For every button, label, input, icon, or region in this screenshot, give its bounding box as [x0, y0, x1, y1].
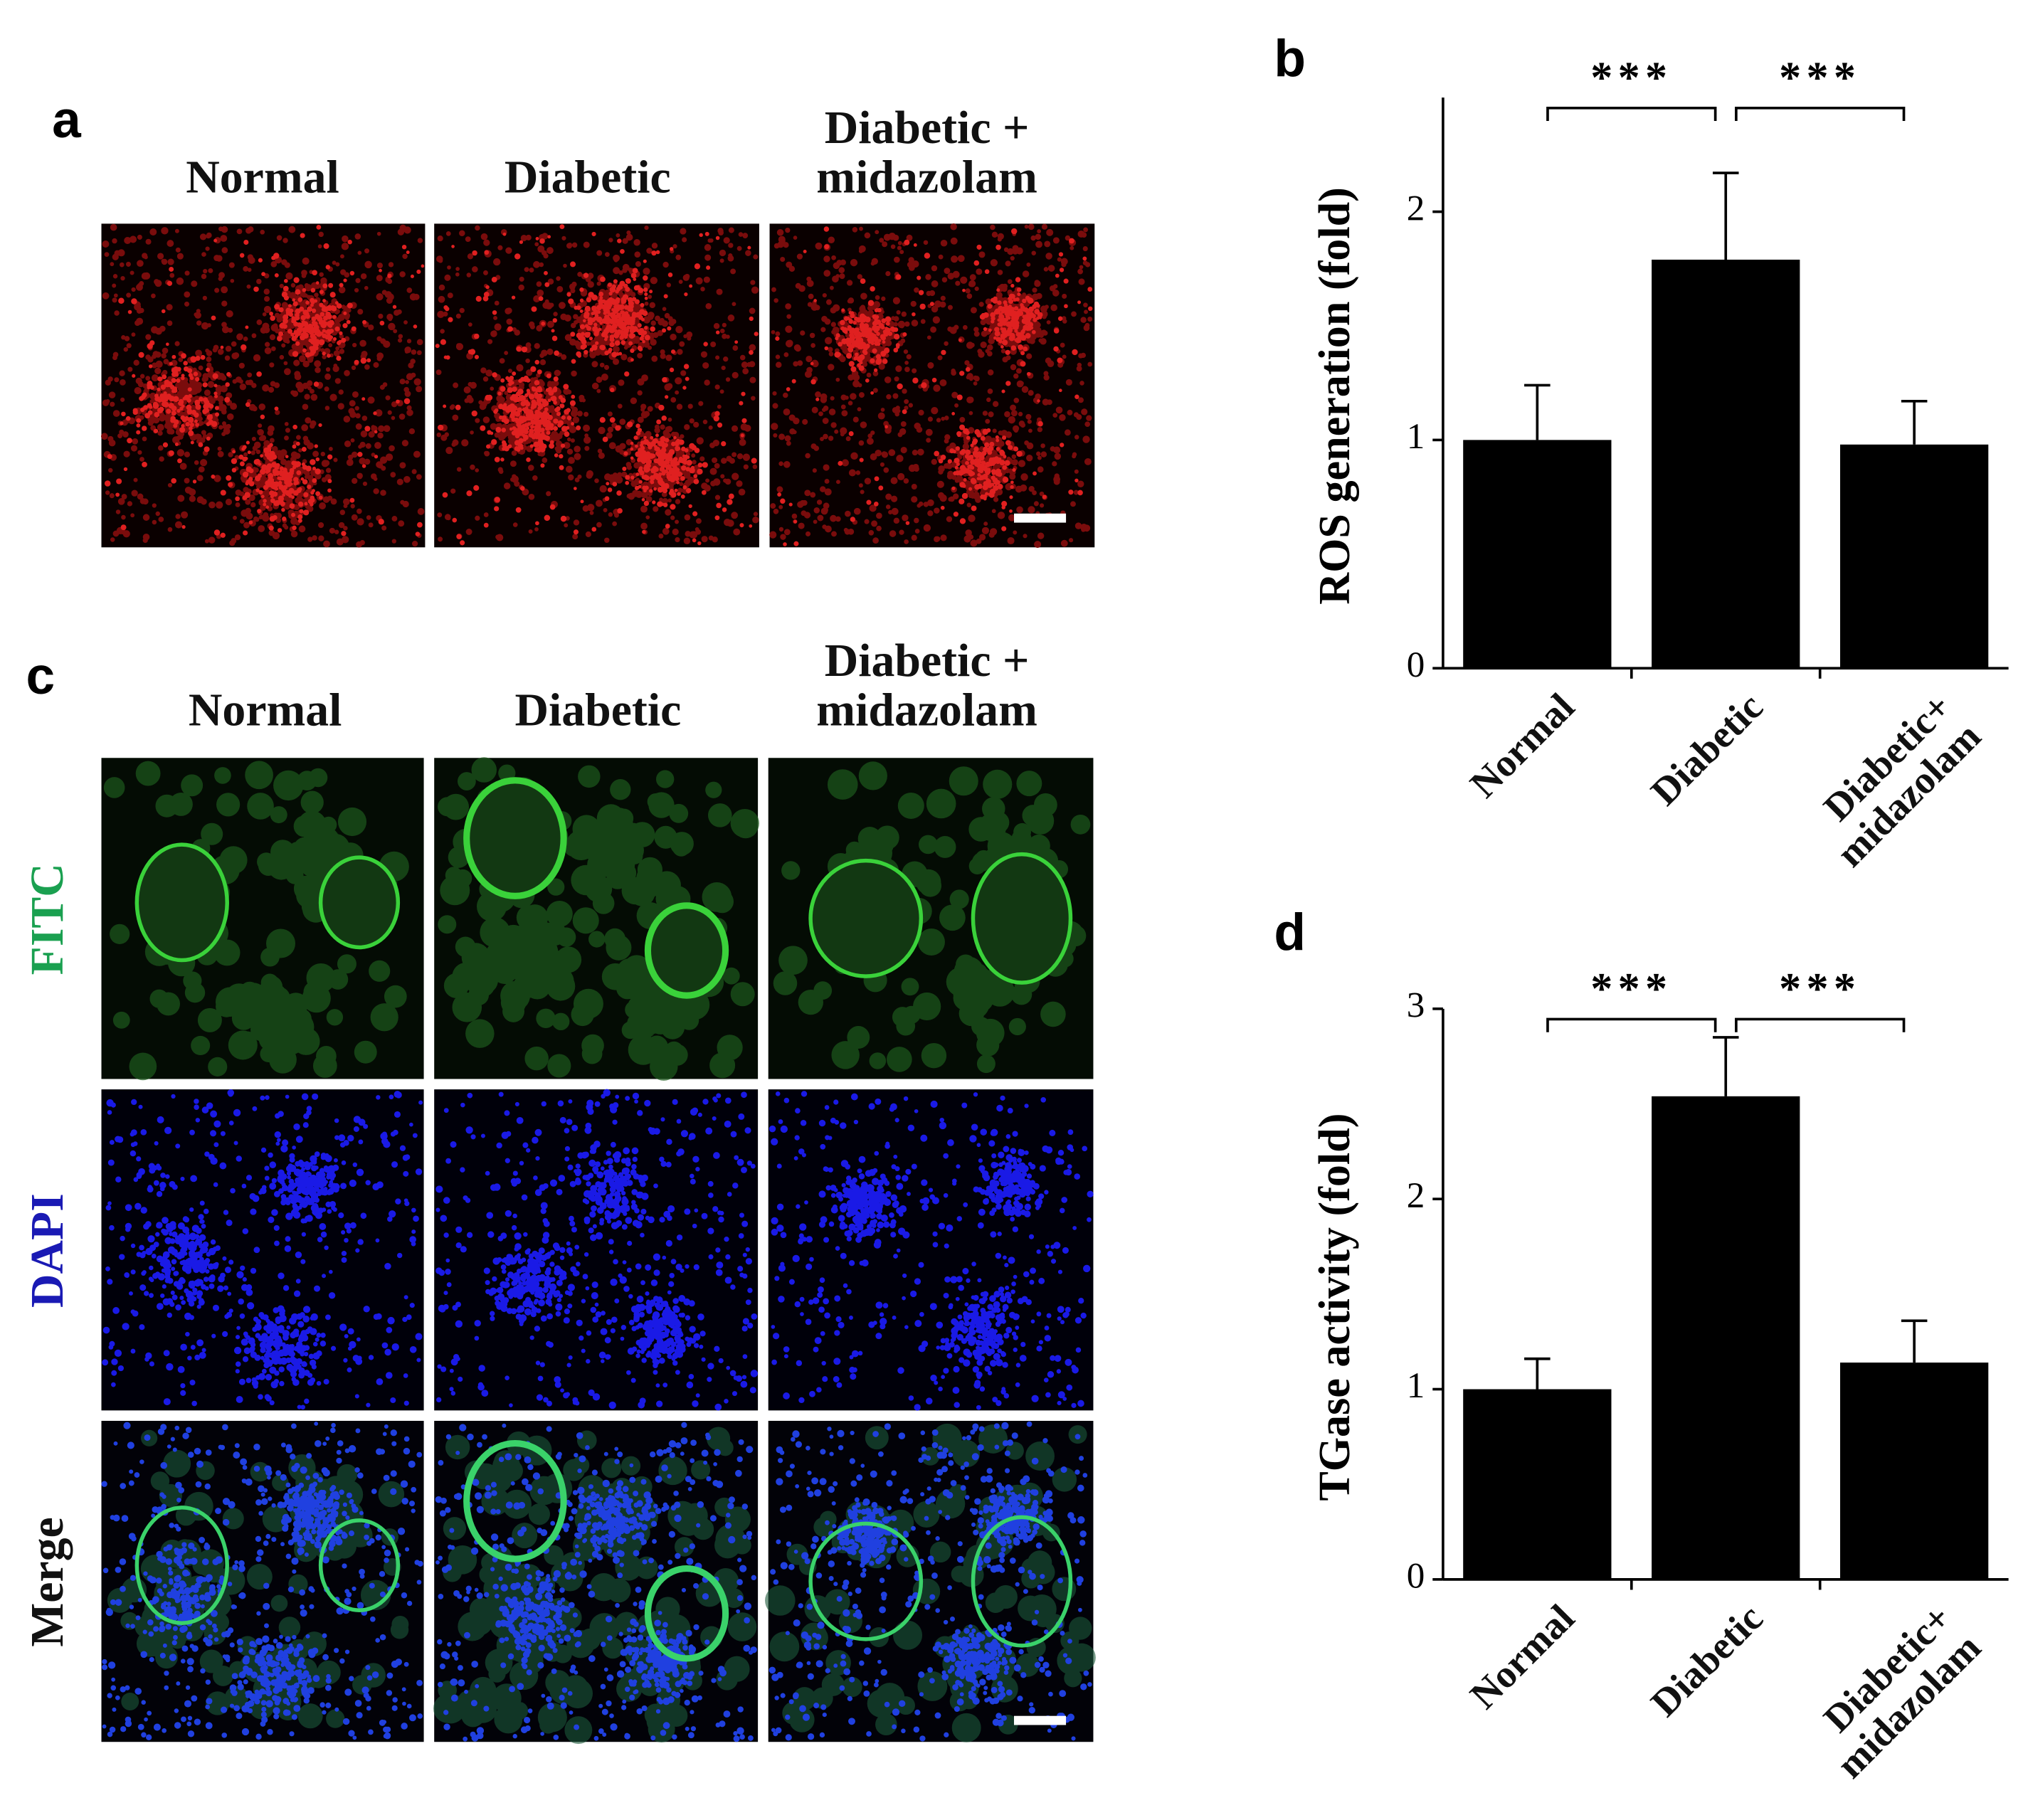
column-title-box: Diabetic — [514, 684, 682, 736]
column-title: Normal — [188, 684, 342, 736]
y-axis-label: TGase activity (fold) — [1311, 1113, 1359, 1501]
nuclei — [435, 1089, 759, 1411]
y-tick-label: 1 — [1407, 1365, 1425, 1406]
column-title-box: Diabetic + midazolam — [816, 101, 1037, 203]
row-label: FITC — [21, 863, 73, 975]
glomerulus — [644, 1565, 729, 1662]
column-title-box: Diabetic + midazolam — [816, 634, 1037, 736]
nuclei — [769, 1421, 1092, 1742]
column-title-box: Diabetic — [504, 151, 671, 203]
significance-bracket — [1546, 106, 1717, 122]
nuclei — [769, 1091, 1094, 1411]
bar — [1840, 444, 1989, 669]
scale-bar — [1014, 513, 1067, 523]
significance-label: *** — [1779, 965, 1861, 1013]
bar — [1652, 259, 1800, 669]
y-axis-label: ROS generation (fold) — [1311, 187, 1359, 605]
significance-label: *** — [1779, 54, 1861, 102]
panel-letter: d — [1274, 904, 1306, 961]
cell-signal — [435, 224, 759, 546]
row-label: DAPI — [21, 1193, 73, 1308]
glomerulus — [134, 1506, 229, 1626]
scale-bar — [1014, 1715, 1067, 1725]
x-tick-label: Diabetic+ midazolam — [1815, 685, 1989, 876]
glomerulus — [971, 1515, 1073, 1648]
panel-letter: a — [52, 91, 82, 149]
x-tick-label-box: Diabetic+ midazolam — [1815, 1597, 1989, 1787]
cell-signal — [104, 224, 425, 538]
panel-letter: c — [26, 647, 56, 705]
nuclei — [101, 1422, 423, 1740]
bar — [1840, 1363, 1989, 1580]
glomerulus — [808, 1521, 924, 1641]
column-title: Diabetic + midazolam — [816, 634, 1037, 736]
glomerulus — [971, 852, 1073, 985]
column-title-box: Normal — [188, 684, 342, 736]
column-title: Diabetic — [514, 684, 682, 736]
y-tick-label: 0 — [1407, 1556, 1425, 1597]
bar — [1463, 440, 1612, 669]
bar — [1652, 1096, 1800, 1580]
x-tick-label-box: Diabetic+ midazolam — [1815, 685, 1989, 875]
y-tick-label: 1 — [1407, 416, 1425, 457]
glomerulus — [808, 858, 924, 978]
glomerulus — [644, 902, 729, 999]
tissue-signal — [773, 761, 1091, 1074]
nuclei — [102, 1089, 423, 1410]
cell-signal — [769, 223, 1093, 549]
micrograph — [768, 1089, 1094, 1411]
y-tick-label: 2 — [1407, 1175, 1425, 1216]
significance-label: *** — [1590, 54, 1672, 102]
x-tick-label: Diabetic+ midazolam — [1815, 1597, 1989, 1787]
glomerulus — [134, 842, 229, 963]
cell-signal — [101, 223, 425, 548]
panel-letter: b — [1274, 30, 1306, 88]
significance-bracket — [1546, 1017, 1717, 1032]
y-tick-label: 2 — [1407, 188, 1425, 228]
glomerulus — [463, 1440, 567, 1562]
significance-label: *** — [1590, 965, 1672, 1013]
nuclei — [435, 1422, 757, 1742]
y-tick-label: 3 — [1407, 985, 1425, 1026]
tissue-signal — [103, 761, 409, 1081]
y-tick-label: 0 — [1407, 645, 1425, 685]
significance-bracket — [1735, 1017, 1906, 1032]
glomerulus — [463, 777, 567, 899]
glomerulus — [318, 1518, 401, 1612]
column-title: Diabetic + midazolam — [816, 101, 1037, 203]
significance-bracket — [1735, 106, 1906, 122]
bar — [1463, 1389, 1612, 1580]
column-title: Diabetic — [504, 151, 671, 203]
column-title-box: Normal — [186, 151, 339, 203]
glomerulus — [318, 855, 401, 950]
column-title: Normal — [186, 151, 339, 203]
row-label: Merge — [21, 1517, 73, 1646]
